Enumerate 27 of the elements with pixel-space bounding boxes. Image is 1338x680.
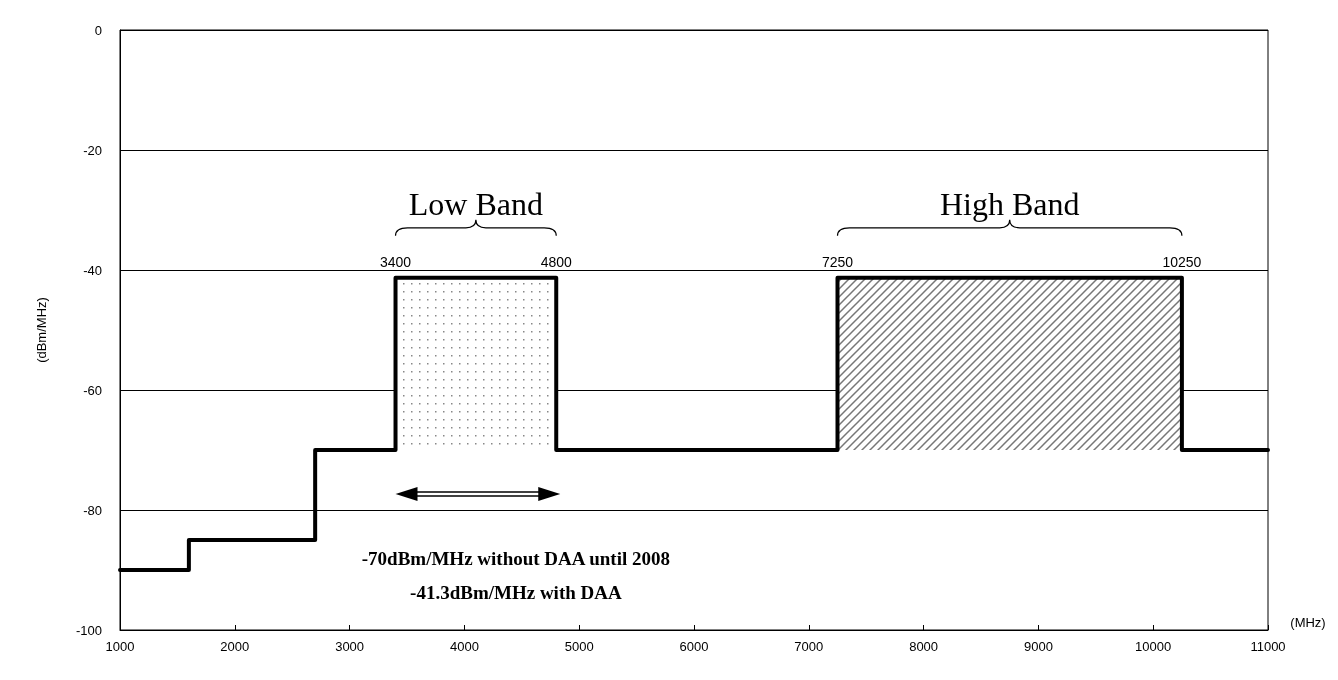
x-tick-label: 8000 xyxy=(909,639,939,654)
x-tick-label: 9000 xyxy=(1023,639,1053,654)
x-tick-label: 5000 xyxy=(564,639,594,654)
x-axis-title: (MHz) xyxy=(1290,614,1326,630)
annotation: 7250 xyxy=(821,253,854,270)
x-tick-label: 6000 xyxy=(679,639,709,654)
x-tick-label: 1000 xyxy=(105,639,135,654)
y-tick-label: -20 xyxy=(83,142,102,158)
y-tick-label: -100 xyxy=(75,622,102,638)
annotation: 10250 xyxy=(1162,253,1202,270)
annotation: 3400 xyxy=(379,253,412,270)
x-tick-label: 3000 xyxy=(335,639,365,654)
y-tick-label: -60 xyxy=(83,382,102,398)
y-tick-label: -40 xyxy=(83,262,102,278)
annotation: -41.3dBm/MHz with DAA xyxy=(410,581,622,603)
annotation: 4800 xyxy=(540,253,573,270)
band-label: Low Band xyxy=(408,185,543,222)
x-tick-label: 10000 xyxy=(1135,639,1172,654)
x-tick-label: 7000 xyxy=(794,639,824,654)
band-label: High Band xyxy=(939,185,1080,222)
x-tick-label: 11000 xyxy=(1250,639,1286,654)
y-tick-label: 0 xyxy=(94,22,102,38)
y-axis-title: (dBm/MHz) xyxy=(34,297,49,363)
annotation: -70dBm/MHz without DAA until 2008 xyxy=(361,547,671,569)
x-tick-label: 4000 xyxy=(449,639,479,654)
y-tick-label: -80 xyxy=(83,502,102,518)
x-tick-label: 2000 xyxy=(220,639,250,654)
